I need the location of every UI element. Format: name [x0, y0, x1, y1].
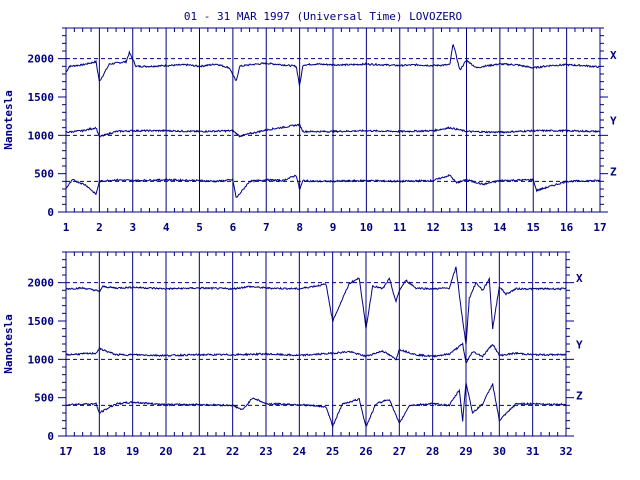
- x-tick-label: 28: [426, 445, 439, 458]
- x-tick-label: 23: [259, 445, 272, 458]
- x-tick-label: 16: [560, 221, 574, 234]
- x-tick-label: 27: [393, 445, 406, 458]
- series-label-x: X: [610, 49, 617, 62]
- chart-panel-2: 17 18 19 20 21 22 23 24 25 26 27 28 29 30 31 32 0 500 1000…: [2, 251, 583, 458]
- x-tick-label: 6: [230, 221, 237, 234]
- x-tick-label: 18: [93, 445, 106, 458]
- x-tick-label: 9: [330, 221, 337, 234]
- y-tick-label: 1500: [28, 91, 55, 104]
- series-trace-z: [65, 174, 601, 198]
- x-tick-label: 26: [359, 445, 373, 458]
- x-tick-label: 14: [493, 221, 507, 234]
- x-tick-label: 11: [393, 221, 407, 234]
- x-tick-label: 17: [593, 221, 606, 234]
- x-tick-label: 8: [296, 221, 303, 234]
- x-tick-label: 24: [293, 445, 307, 458]
- x-tick-label: 7: [263, 221, 270, 234]
- series-label-z: Z: [610, 165, 617, 178]
- series-label-x: X: [576, 272, 583, 285]
- y-tick-label: 1000: [28, 129, 55, 142]
- x-tick-label: 30: [493, 445, 506, 458]
- y-tick-label: 500: [34, 168, 54, 181]
- series-trace-y: [65, 122, 601, 138]
- x-tick-label: 17: [59, 445, 72, 458]
- x-tick-label: 25: [326, 445, 339, 458]
- series-trace-y: [65, 342, 567, 365]
- y-tick-label: 1500: [28, 315, 55, 328]
- series-trace-x: [65, 266, 567, 345]
- x-tick-label: 29: [459, 445, 472, 458]
- x-tick-label: 1: [63, 221, 70, 234]
- chart-panel-1: 1 2 3 4 5 6 7 8 9 10 11 12 13 14 15 16 17050010001500200…: [2, 27, 617, 234]
- x-tick-label: 21: [193, 445, 207, 458]
- x-tick-label: 20: [159, 445, 172, 458]
- y-axis-label: Nanotesla: [2, 90, 15, 150]
- series-label-y: Y: [610, 115, 617, 128]
- x-tick-label: 13: [460, 221, 473, 234]
- chart-title: 01 - 31 MAR 1997 (Universal Time) LOVOZE…: [184, 10, 462, 23]
- y-tick-label: 2000: [28, 53, 55, 66]
- y-tick-label: 0: [47, 430, 54, 443]
- x-tick-label: 4: [163, 221, 170, 234]
- y-tick-label: 0: [47, 206, 54, 219]
- series-trace-z: [65, 382, 567, 429]
- y-tick-label: 2000: [28, 277, 55, 290]
- x-tick-label: 3: [129, 221, 136, 234]
- x-tick-label: 5: [196, 221, 203, 234]
- x-tick-label: 15: [527, 221, 540, 234]
- x-tick-label: 10: [360, 221, 373, 234]
- chart-panels: 1 2 3 4 5 6 7 8 9 10 11 12 13 14 15 16 17050010001500200…: [2, 27, 617, 458]
- x-tick-label: 31: [526, 445, 540, 458]
- y-tick-label: 500: [34, 392, 54, 405]
- series-trace-x: [65, 43, 601, 87]
- series-label-z: Z: [576, 389, 583, 402]
- series-label-y: Y: [576, 339, 583, 352]
- y-axis-label: Nanotesla: [2, 314, 15, 374]
- x-tick-label: 2: [96, 221, 103, 234]
- x-tick-label: 32: [559, 445, 572, 458]
- plot-frame: [65, 251, 567, 437]
- x-tick-label: 19: [126, 445, 139, 458]
- x-tick-label: 22: [226, 445, 239, 458]
- y-tick-label: 1000: [28, 353, 55, 366]
- x-tick-label: 12: [427, 221, 440, 234]
